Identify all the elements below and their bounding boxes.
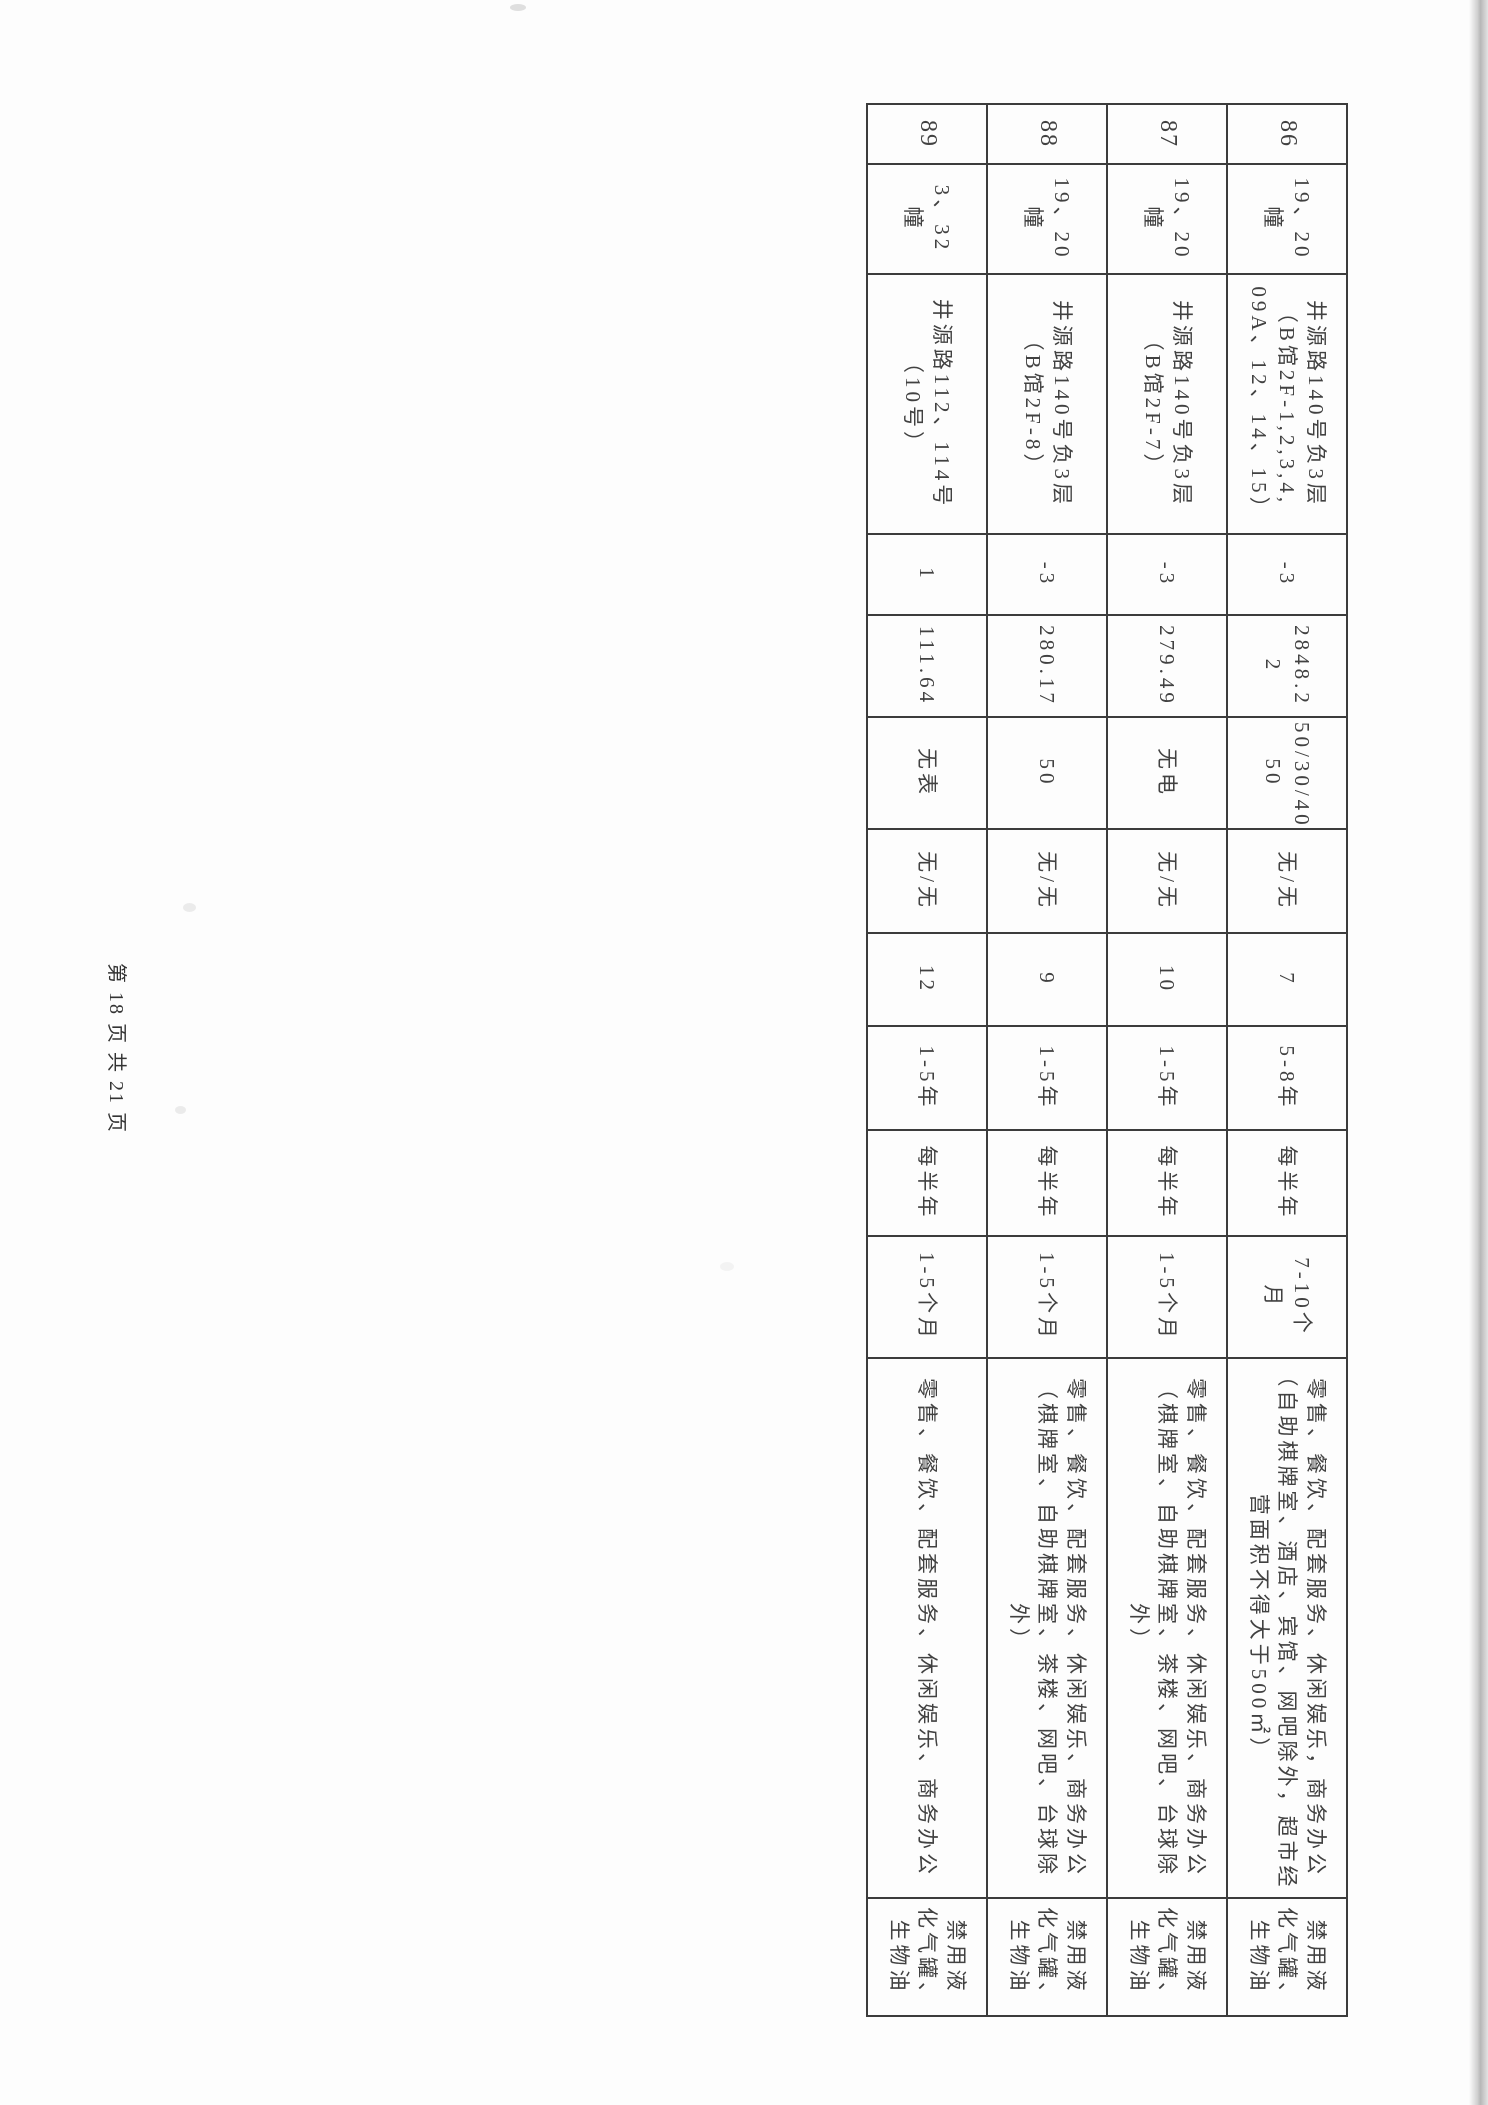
page-footer: 第 18 页 共 21 页 <box>104 963 133 1134</box>
scan-speck <box>720 1262 734 1271</box>
scan-speck <box>510 4 526 11</box>
rotated-table-container: 86 19、20 幢井源路140号负3层 （B馆2F-1,2,3,4, 09A、1… <box>866 103 1348 2017</box>
table-cell: 零售、餐饮、配套服务、休闲娱乐、商务办公 （棋牌室、自助棋牌室、茶楼、网吧、台球… <box>987 1358 1107 1898</box>
table-row: 86 19、20 幢井源路140号负3层 （B馆2F-1,2,3,4, 09A、1… <box>1227 104 1347 2016</box>
table-cell: 1-5个月 <box>867 1236 987 1358</box>
table-cell: 1-5年 <box>987 1026 1107 1130</box>
table-cell: 279.49 <box>1107 615 1227 717</box>
table-cell: -3 <box>1107 534 1227 615</box>
table-cell: 19、20 幢 <box>1227 164 1347 274</box>
table-cell: 井源路140号负3层 （B馆2F-7） <box>1107 274 1227 534</box>
table-cell: 1 <box>867 534 987 615</box>
table-cell: 无/无 <box>867 829 987 933</box>
table-row: 89 3、32 幢井源路112、114号 （10号） 1 111.64 无表 无/无 12 1… <box>867 104 987 2016</box>
table-row: 87 19、20 幢井源路140号负3层 （B馆2F-7） -3 279.49 无电 无/… <box>1107 104 1227 2016</box>
table-cell: 每半年 <box>867 1130 987 1236</box>
scan-speck <box>183 903 196 912</box>
table-cell: 5-8年 <box>1227 1026 1347 1130</box>
table-cell: 井源路112、114号 （10号） <box>867 274 987 534</box>
table-cell: 井源路140号负3层 （B馆2F-8） <box>987 274 1107 534</box>
table-cell: 9 <box>987 933 1107 1026</box>
page-footer-text: 第 18 页 共 21 页 <box>105 963 127 1134</box>
table-cell: 1-5个月 <box>1107 1236 1227 1358</box>
table-cell: 禁用液 化气罐、 生物油 <box>867 1898 987 2016</box>
table-cell: 2848.2 2 <box>1227 615 1347 717</box>
table-cell: 50/30/40/ 50 <box>1227 717 1347 829</box>
table-cell: 86 <box>1227 104 1347 164</box>
table-cell: 每半年 <box>1107 1130 1227 1236</box>
table-cell: 禁用液 化气罐、 生物油 <box>1107 1898 1227 2016</box>
table-cell: 零售、餐饮、配套服务、休闲娱乐、商务办公 （棋牌室、自助棋牌室、茶楼、网吧、台球… <box>1107 1358 1227 1898</box>
scan-speck <box>175 1106 186 1114</box>
table-cell: 19、20 幢 <box>1107 164 1227 274</box>
table-cell: 50 <box>987 717 1107 829</box>
table-cell: 零售、餐饮、配套服务、休闲娱乐，商务办公 （自助棋牌室、酒店、宾馆、网吧除外，超… <box>1227 1358 1347 1898</box>
table-cell: 禁用液 化气罐、 生物油 <box>1227 1898 1347 2016</box>
records-tbody: 86 19、20 幢井源路140号负3层 （B馆2F-1,2,3,4, 09A、1… <box>867 104 1347 2016</box>
table-cell: 井源路140号负3层 （B馆2F-1,2,3,4, 09A、12、14、15） <box>1227 274 1347 534</box>
table-cell: 88 <box>987 104 1107 164</box>
table-cell: 10 <box>1107 933 1227 1026</box>
table-cell: 12 <box>867 933 987 1026</box>
table-cell: 无/无 <box>987 829 1107 933</box>
table-cell: 1-5年 <box>1107 1026 1227 1130</box>
table-cell: 7 <box>1227 933 1347 1026</box>
table-cell: -3 <box>987 534 1107 615</box>
scan-edge-shadow <box>1469 0 1488 2105</box>
table-cell: 无/无 <box>1107 829 1227 933</box>
table-cell: 无电 <box>1107 717 1227 829</box>
table-cell: 每半年 <box>1227 1130 1347 1236</box>
table-row: 88 19、20 幢井源路140号负3层 （B馆2F-8） -3 280.17 50 无/… <box>987 104 1107 2016</box>
table-cell: -3 <box>1227 534 1347 615</box>
table-cell: 无/无 <box>1227 829 1347 933</box>
table-cell: 1-5个月 <box>987 1236 1107 1358</box>
table-cell: 3、32 幢 <box>867 164 987 274</box>
table-cell: 89 <box>867 104 987 164</box>
table-cell: 零售、餐饮、配套服务、休闲娱乐、商务办公 <box>867 1358 987 1898</box>
table-cell: 无表 <box>867 717 987 829</box>
table-cell: 280.17 <box>987 615 1107 717</box>
records-table: 86 19、20 幢井源路140号负3层 （B馆2F-1,2,3,4, 09A、1… <box>866 103 1348 2017</box>
table-cell: 87 <box>1107 104 1227 164</box>
table-cell: 19、20 幢 <box>987 164 1107 274</box>
table-cell: 1-5年 <box>867 1026 987 1130</box>
table-cell: 每半年 <box>987 1130 1107 1236</box>
table-cell: 禁用液 化气罐、 生物油 <box>987 1898 1107 2016</box>
table-cell: 111.64 <box>867 615 987 717</box>
table-cell: 7-10个 月 <box>1227 1236 1347 1358</box>
